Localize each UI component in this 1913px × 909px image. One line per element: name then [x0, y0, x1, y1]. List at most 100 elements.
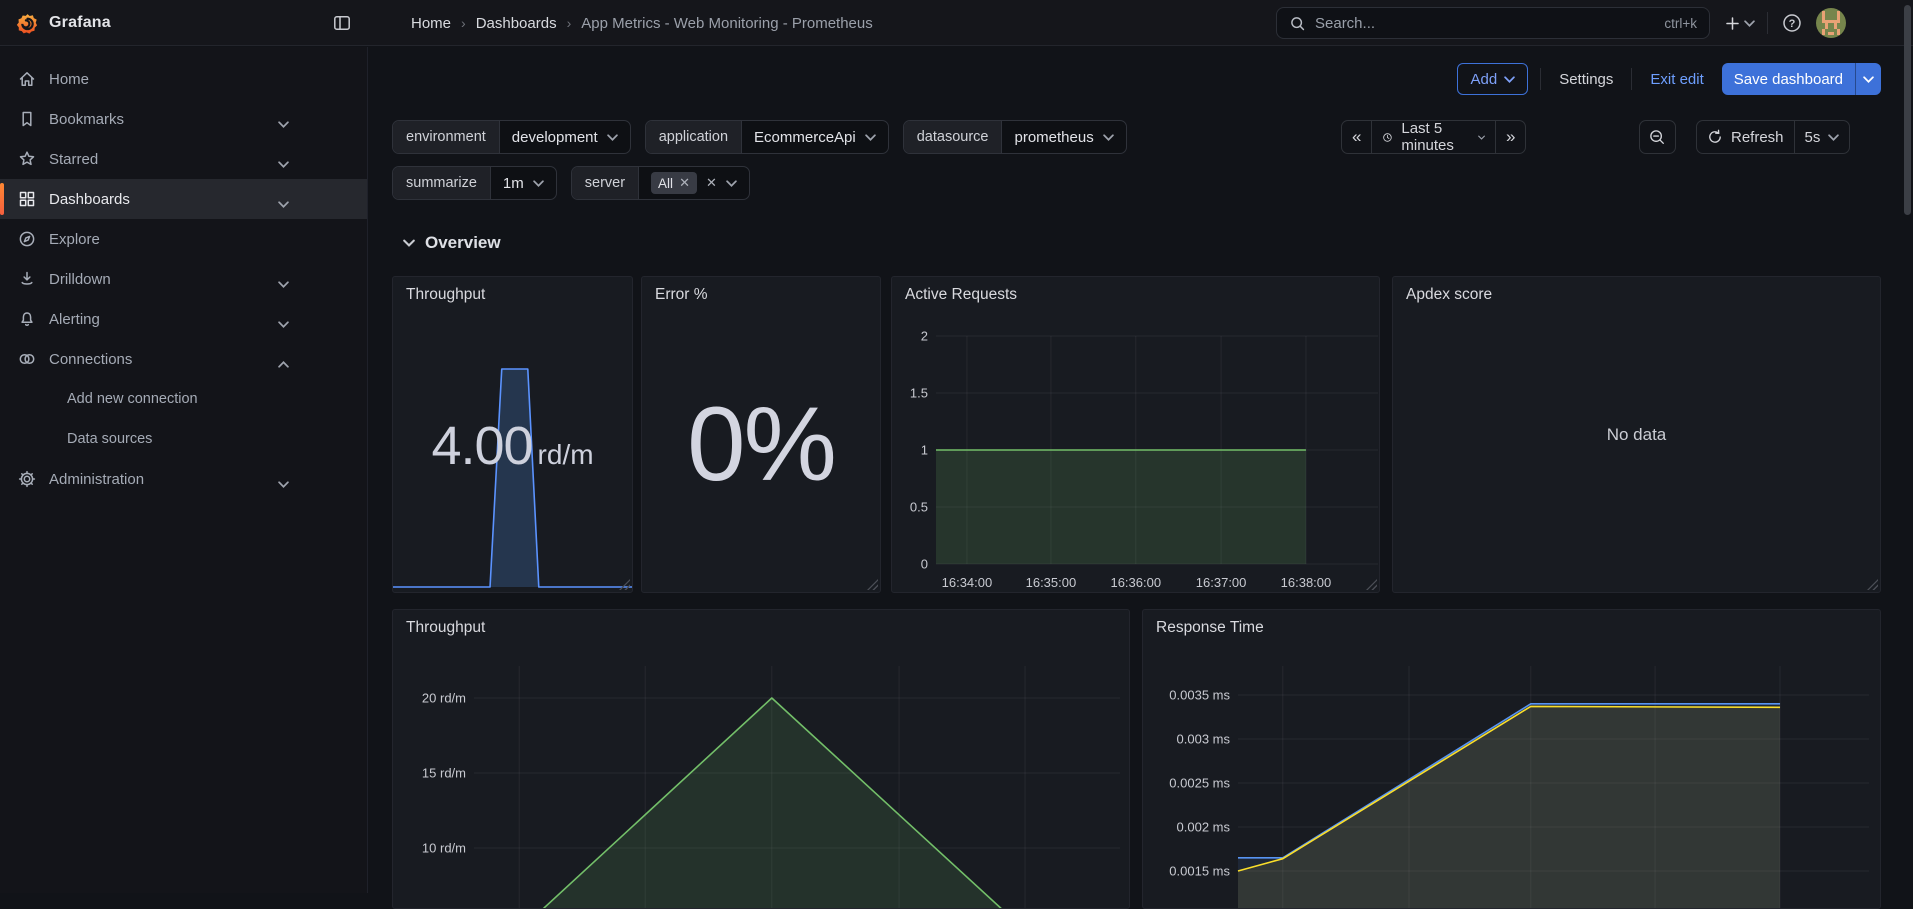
svg-text:0.5: 0.5 [910, 500, 928, 515]
panel-title[interactable]: Response Time [1156, 619, 1264, 636]
panel-error-pct-stat: Error % 0% [641, 276, 881, 593]
expand-toggle[interactable] [278, 475, 289, 493]
variable-label: server [571, 167, 640, 199]
sidebar-item-add-new-connection[interactable]: Add new connection [0, 379, 367, 419]
add-button[interactable]: Add [1457, 63, 1529, 95]
panel-title[interactable]: Error % [655, 286, 708, 303]
breadcrumb-item[interactable]: Home [411, 14, 452, 32]
brand-name: Grafana [49, 14, 111, 31]
expand-toggle[interactable] [278, 195, 289, 213]
refresh-icon [1709, 129, 1721, 143]
panel-resize-handle[interactable] [1366, 579, 1377, 590]
panel-resize-handle[interactable] [1867, 579, 1878, 590]
svg-text:0.0035 ms: 0.0035 ms [1169, 688, 1230, 703]
sidebar-item-label: Drilldown [49, 270, 111, 288]
save-dashboard-button[interactable]: Save dashboard [1721, 63, 1855, 95]
panel-title[interactable]: Throughput [406, 619, 486, 636]
search-input[interactable]: Search... ctrl+k [1276, 7, 1710, 39]
variable-value-dropdown[interactable]: development [500, 121, 630, 153]
expand-toggle[interactable] [278, 115, 289, 133]
sidebar-item-label: Dashboards [49, 190, 130, 208]
chevron-down-icon [278, 481, 289, 488]
sidebar-item-connections[interactable]: Connections [0, 339, 367, 379]
expand-toggle[interactable] [278, 355, 289, 373]
svg-text:2: 2 [921, 329, 928, 344]
chevron-down-icon [278, 281, 289, 288]
chevron-down-icon [278, 161, 289, 168]
selected-value-chip[interactable]: All ✕ [651, 172, 697, 194]
expand-toggle[interactable] [278, 315, 289, 333]
template-variables-row-1: environment development application Ecommer… [392, 120, 1127, 154]
sidebar-item-alerting[interactable]: Alerting [0, 299, 367, 339]
chevron-down-icon [403, 239, 415, 247]
settings-button[interactable]: Settings [1559, 70, 1614, 88]
sidebar-item-bookmarks[interactable]: Bookmarks [0, 99, 367, 139]
sidebar-item-dashboards[interactable]: Dashboards [0, 179, 367, 219]
svg-text:16:34:00: 16:34:00 [942, 575, 993, 590]
time-shift-back-button[interactable]: « [1352, 127, 1362, 146]
refresh-interval-picker[interactable]: 5s [1793, 121, 1850, 153]
new-button[interactable] [1722, 11, 1757, 36]
svg-text:10 rd/m: 10 rd/m [422, 841, 466, 856]
scrollbar-thumb[interactable] [1904, 5, 1911, 215]
no-data-message: No data [1606, 424, 1667, 444]
sidebar-item-administration[interactable]: Administration [0, 459, 367, 499]
variable-value: 1m [502, 174, 524, 192]
sidebar-item-starred[interactable]: Starred [0, 139, 367, 179]
sidebar-nav: Home Bookmarks Starred Dashboards Explore Dri… [0, 47, 368, 893]
time-shift-forward-button[interactable]: » [1495, 121, 1525, 153]
gear-icon [17, 469, 37, 489]
divider [1767, 12, 1768, 34]
save-dashboard-options-button[interactable] [1855, 63, 1881, 95]
panel-title[interactable]: Apdex score [1406, 286, 1493, 303]
zoom-out-icon [1650, 130, 1664, 144]
sidebar-item-home[interactable]: Home [0, 59, 367, 99]
breadcrumb-item[interactable]: Dashboards [475, 14, 557, 32]
home-icon [17, 69, 37, 89]
variable-value: development [511, 128, 598, 146]
refresh-button[interactable]: Refresh [1697, 121, 1794, 153]
panel-resize-handle[interactable] [867, 579, 878, 590]
grid-icon [17, 189, 37, 209]
add-button-label: Add [1470, 70, 1498, 88]
variable-value-dropdown[interactable]: 1m [491, 167, 556, 199]
chevron-down-icon [864, 133, 876, 141]
variable-value: EcommerceApi [754, 128, 856, 146]
exit-edit-button[interactable]: Exit edit [1650, 70, 1704, 88]
zoom-out-button[interactable] [1639, 120, 1676, 154]
remove-value-icon[interactable]: ✕ [679, 175, 690, 190]
variable-value-dropdown[interactable]: EcommerceApi [742, 121, 888, 153]
variable-value-dropdown[interactable]: All ✕ ✕ [639, 167, 749, 199]
breadcrumb-item: App Metrics - Web Monitoring - Prometheu… [581, 14, 873, 32]
expand-toggle[interactable] [278, 155, 289, 173]
avatar[interactable] [1816, 8, 1846, 38]
svg-text:1.5: 1.5 [910, 386, 928, 401]
drilldown-icon [17, 269, 37, 289]
clear-all-icon[interactable]: ✕ [705, 175, 717, 190]
sidebar-item-data-sources[interactable]: Data sources [0, 419, 367, 459]
panel-resize-handle[interactable] [619, 579, 630, 590]
divider [1540, 68, 1542, 90]
help-icon[interactable]: ? [1778, 9, 1806, 37]
dashboard-edit-toolbar: Add Settings Exit edit Save dashboard [1457, 63, 1881, 95]
sidebar-item-label: Explore [49, 230, 100, 248]
clock-icon [1383, 132, 1393, 142]
row-overview-toggle[interactable]: Overview [403, 233, 501, 253]
variable-label: summarize [393, 167, 491, 199]
chevron-down-icon [1478, 135, 1485, 140]
sidebar-item-explore[interactable]: Explore [0, 219, 367, 259]
svg-text:16:35:00: 16:35:00 [1026, 575, 1077, 590]
panel-title[interactable]: Throughput [406, 286, 486, 303]
time-range-picker[interactable]: Last 5 minutes [1371, 121, 1495, 153]
active-requests-chart: 2 1.5 1 0.5 0 16:34:00 16:35:00 16:36:00 16:37:0… [910, 329, 1378, 590]
chevron-down-icon [278, 321, 289, 328]
expand-toggle[interactable] [278, 275, 289, 293]
sidebar-item-drilldown[interactable]: Drilldown [0, 259, 367, 299]
top-actions: ? [1722, 0, 1846, 46]
variable-label: datasource [903, 121, 1003, 153]
grafana-logo-icon[interactable] [16, 12, 39, 35]
sidebar-toggle-icon[interactable] [330, 12, 354, 34]
panel-title[interactable]: Active Requests [905, 286, 1017, 303]
variable-value-dropdown[interactable]: prometheus [1002, 121, 1125, 153]
